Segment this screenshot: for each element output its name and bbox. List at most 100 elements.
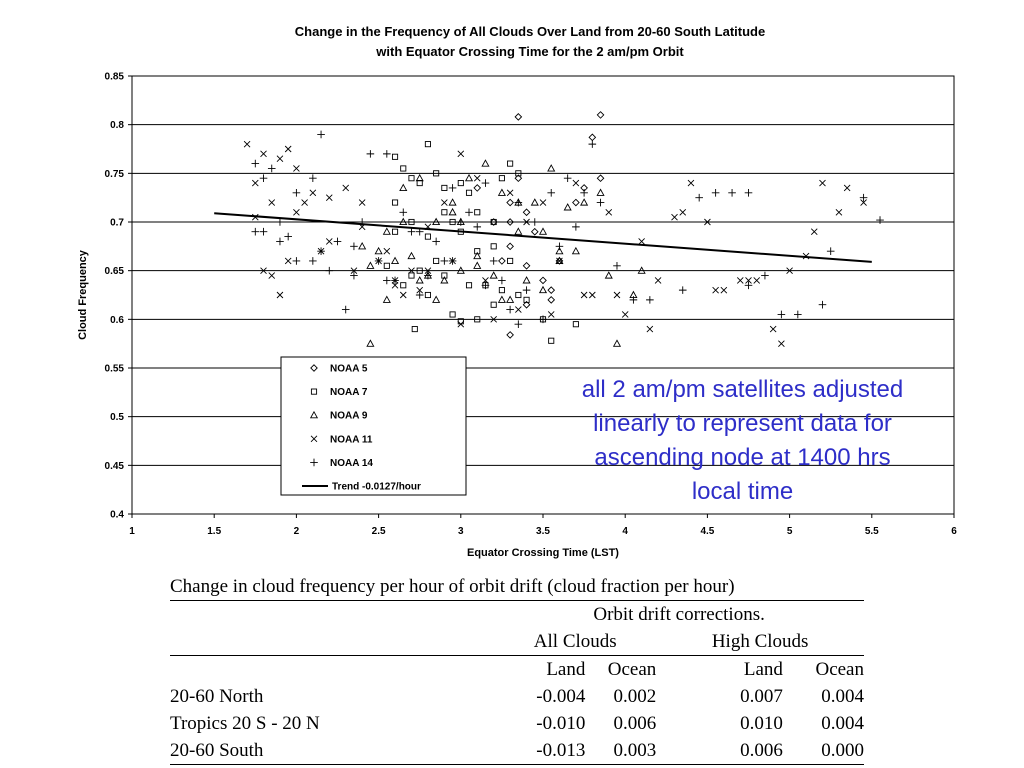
annotation-line-4: local time — [691, 478, 794, 505]
annotation-line-2: linearly to represent data for — [593, 410, 892, 437]
noaa-14-point — [374, 257, 383, 265]
noaa-11-point — [276, 291, 284, 299]
noaa-9-point — [497, 295, 506, 303]
chart-legend: NOAA 5 NOAA 7 NOAA 9 NOAA 11 NOAA 14 Trend -0… — [280, 356, 467, 496]
noaa-14-point — [448, 257, 457, 265]
noaa-14-point — [350, 242, 358, 251]
noaa-11-point — [383, 247, 391, 255]
noaa-9-point — [382, 295, 391, 303]
cell-high-ocean: 0.004 — [821, 713, 864, 734]
noaa-7-point — [490, 243, 497, 250]
noaa-14-point — [251, 227, 260, 236]
legend-label-noaa-14: NOAA 14 — [330, 458, 373, 469]
cell-all-ocean: 0.002 — [613, 686, 657, 707]
noaa-9-point — [522, 276, 531, 284]
noaa-11-point — [515, 306, 522, 313]
noaa-11-point — [769, 325, 777, 333]
noaa-14-point — [259, 227, 268, 236]
noaa-7-point — [474, 316, 481, 323]
table-caption: Change in cloud frequency per hour of or… — [170, 573, 864, 601]
noaa-14-point — [407, 227, 416, 236]
noaa-7-point — [465, 189, 473, 196]
noaa-14-point — [284, 232, 292, 241]
cloud-frequency-chart: Change in the Frequency of All Clouds Ov… — [77, 24, 957, 559]
annotation-line-1: all 2 am/pm satellites adjusted — [581, 376, 904, 403]
noaa-5-point — [489, 218, 498, 226]
col-high-land: Land — [743, 659, 783, 680]
noaa-14-point — [596, 198, 605, 207]
noaa-11-point — [482, 277, 489, 284]
noaa-14-point — [448, 184, 457, 192]
noaa-11-point — [424, 267, 432, 274]
y-tick-label: 0.55 — [105, 364, 125, 375]
noaa-9-point — [473, 251, 482, 260]
noaa-14-point — [341, 305, 350, 314]
noaa-11-point — [810, 228, 818, 236]
noaa-14-point — [276, 237, 284, 246]
noaa-11-point — [260, 150, 267, 158]
noaa-9-point — [399, 217, 408, 226]
noaa-14-point — [539, 315, 547, 324]
noaa-14-point — [399, 208, 408, 217]
noaa-7-point — [433, 257, 440, 264]
data-points — [243, 111, 884, 347]
noaa-9-point — [538, 227, 548, 235]
x-tick-label: 5 — [787, 526, 793, 537]
y-tick-label: 0.75 — [105, 169, 125, 180]
noaa-9-point — [382, 227, 391, 235]
noaa-5-point — [514, 113, 523, 121]
noaa-11-point — [293, 208, 300, 216]
noaa-5-point — [555, 257, 564, 265]
noaa-14-point — [728, 189, 736, 197]
noaa-11-point — [441, 199, 448, 206]
noaa-11-point — [621, 311, 629, 318]
noaa-14-point — [498, 276, 506, 285]
noaa-11-point — [547, 311, 555, 318]
noaa-11-point — [358, 199, 366, 206]
y-tick-label: 0.7 — [110, 218, 124, 229]
noaa-11-point — [276, 155, 284, 163]
noaa-11-point — [309, 189, 317, 197]
noaa-11-point — [745, 277, 752, 284]
noaa-9-point — [497, 188, 506, 196]
noaa-7-point — [441, 209, 448, 216]
noaa-11-point — [325, 194, 333, 201]
noaa-5-point — [522, 208, 531, 217]
noaa-14-point — [506, 305, 514, 314]
noaa-7-point — [400, 282, 407, 289]
noaa-11-point — [860, 199, 867, 206]
noaa-14-point — [333, 237, 342, 246]
noaa-11-point — [720, 286, 728, 294]
noaa-14-point — [678, 286, 687, 294]
noaa-11-point — [284, 145, 292, 153]
legend-marker-noaa-5 — [310, 364, 318, 372]
noaa-11-point — [786, 267, 793, 274]
noaa-14-point — [859, 193, 868, 202]
table-caption-row: Change in cloud frequency per hour of or… — [170, 573, 864, 601]
noaa-7-point — [391, 153, 399, 160]
noaa-14-point — [259, 174, 268, 182]
x-tick-label: 5.5 — [865, 526, 879, 537]
y-tick-label: 0.5 — [110, 412, 124, 423]
noaa-14-point — [267, 164, 276, 173]
noaa-7-point — [523, 296, 530, 303]
noaa-11-point — [712, 286, 719, 294]
noaa-14-point — [391, 276, 399, 285]
noaa-11-point — [260, 267, 267, 274]
noaa-11-point — [843, 184, 851, 192]
noaa-11-point — [350, 267, 358, 274]
noaa-14-point — [695, 193, 703, 202]
table-column-header-row: Land Ocean Land Ocean — [170, 656, 864, 684]
noaa-7-point — [433, 170, 440, 177]
noaa-9-point — [637, 266, 646, 274]
x-tick-label: 4.5 — [700, 526, 714, 537]
noaa-14-point — [317, 130, 325, 139]
noaa-7-point — [408, 175, 415, 182]
noaa-14-point — [317, 247, 325, 255]
noaa-14-point — [481, 179, 490, 187]
noaa-14-point — [309, 257, 317, 265]
y-tick-label: 0.65 — [105, 266, 125, 277]
noaa-7-point — [515, 291, 522, 299]
noaa-9-point — [604, 271, 613, 279]
noaa-11-point — [473, 174, 481, 182]
